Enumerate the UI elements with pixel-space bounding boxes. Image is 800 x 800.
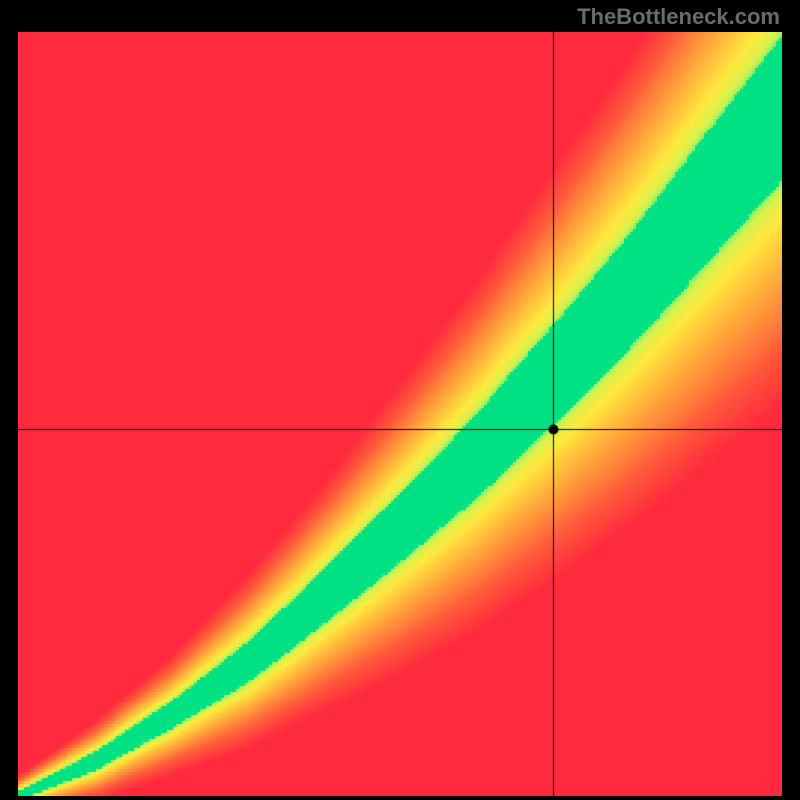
chart-container: TheBottleneck.com — [0, 0, 800, 800]
bottleneck-heatmap — [18, 32, 782, 796]
watermark-text: TheBottleneck.com — [577, 4, 780, 30]
